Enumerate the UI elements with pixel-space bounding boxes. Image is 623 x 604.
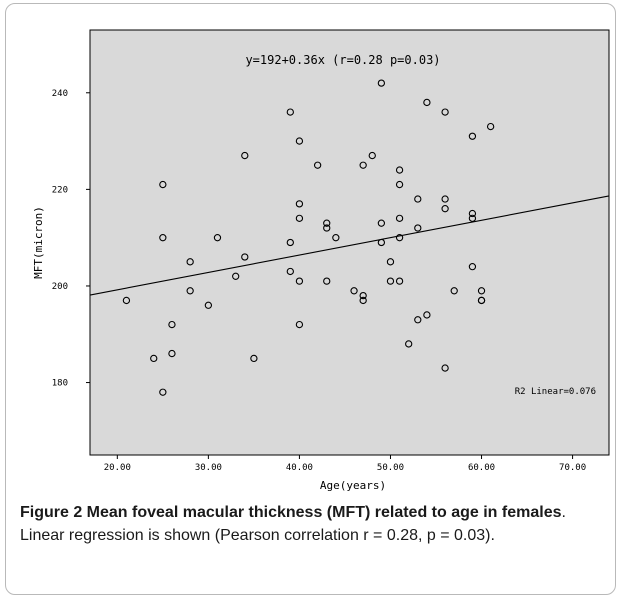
data-point [295, 320, 304, 329]
x-tick-label: 70.00 [559, 463, 586, 473]
data-point [395, 180, 404, 189]
data-point [377, 79, 386, 87]
data-point [423, 311, 431, 319]
data-point [168, 320, 176, 329]
data-point [159, 234, 167, 242]
data-point [186, 258, 194, 266]
data-point [213, 234, 222, 242]
r-squared-label: R2 Linear=0.076 [515, 387, 596, 397]
y-tick-label: 220 [52, 185, 68, 195]
data-point [386, 258, 395, 266]
data-point [414, 195, 422, 203]
x-axis-label: Age(years) [320, 479, 386, 492]
data-point [295, 200, 304, 208]
y-tick-label: 240 [52, 89, 68, 99]
data-point [250, 354, 258, 363]
data-point [332, 234, 340, 242]
caption-title: Mean foveal macular thickness (MFT) rela… [82, 504, 562, 521]
data-point [168, 349, 176, 358]
figure-label: Figure 2 [20, 504, 83, 521]
data-point [395, 277, 404, 285]
data-point [159, 180, 167, 189]
data-point [241, 253, 249, 261]
data-point [286, 267, 294, 276]
data-point [468, 214, 477, 223]
regression-equation-label: y=192+0.36x (r=0.28 p=0.03) [245, 53, 440, 67]
data-point [441, 108, 449, 116]
data-point [359, 291, 367, 300]
x-axis-ticks: 20.00 30.00 40.00 50.00 60.00 70.00 [104, 455, 586, 473]
data-point [323, 219, 331, 227]
data-point [468, 132, 477, 140]
plot-area [89, 29, 610, 456]
data-point [450, 287, 458, 295]
data-point [323, 224, 331, 232]
data-point [405, 340, 413, 348]
data-point [414, 224, 422, 232]
data-point [350, 287, 358, 295]
data-point [441, 364, 449, 372]
regression-line [89, 195, 610, 296]
x-tick-label: 20.00 [104, 463, 131, 473]
data-point [368, 151, 376, 160]
data-point [204, 301, 213, 309]
scatter-chart: 20.00 30.00 40.00 50.00 60.00 70.00 180 200 220… [32, 29, 610, 492]
data-point [441, 195, 449, 203]
data-point [423, 98, 431, 107]
x-tick-label: 40.00 [286, 463, 313, 473]
data-point [232, 272, 240, 280]
x-tick-label: 60.00 [468, 463, 495, 473]
data-point [395, 214, 404, 223]
data-point [468, 262, 477, 271]
data-point [386, 277, 395, 285]
data-point [359, 296, 367, 305]
x-tick-label: 50.00 [377, 463, 404, 473]
data-point [477, 287, 486, 295]
y-tick-label: 180 [52, 379, 68, 389]
data-point [295, 137, 304, 145]
data-point [186, 287, 194, 295]
data-point [468, 209, 477, 218]
data-point [295, 214, 304, 223]
data-point [486, 122, 495, 131]
data-point [323, 277, 331, 285]
data-point [286, 238, 294, 247]
y-axis-label: MFT(micron) [32, 206, 45, 279]
data-point [159, 388, 167, 396]
data-points [122, 79, 495, 396]
data-point [241, 151, 249, 160]
data-point [313, 161, 322, 169]
data-point [295, 277, 304, 285]
y-tick-label: 200 [52, 282, 68, 292]
x-tick-label: 30.00 [195, 463, 222, 473]
data-point [377, 238, 386, 247]
data-point [477, 296, 486, 305]
caption-body: . Linear regression is shown (Pearson co… [20, 504, 566, 544]
data-point [359, 161, 367, 169]
data-point [377, 219, 386, 227]
data-point [441, 205, 449, 213]
data-point [395, 234, 404, 242]
data-point [122, 296, 131, 305]
y-axis-ticks: 180 200 220 240 [52, 89, 90, 389]
data-point [414, 316, 422, 324]
figure-caption: Figure 2 Mean foveal macular thickness (… [20, 501, 610, 547]
data-point [395, 166, 404, 174]
data-point [286, 108, 294, 116]
data-point [150, 354, 158, 363]
